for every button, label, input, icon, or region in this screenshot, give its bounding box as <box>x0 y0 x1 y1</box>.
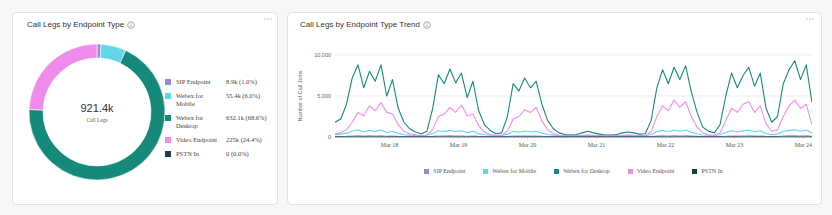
menu-dot <box>267 18 268 19</box>
legend-value: 8.9k (1.0%) <box>226 78 257 86</box>
plot <box>335 61 812 137</box>
legend-value: 632.1k (68.6%) <box>226 114 267 122</box>
legend-item: SIP Endpoint <box>424 168 465 174</box>
legend-item: Webex for Desktop 632.1k (68.6%) <box>165 114 275 130</box>
series-line <box>335 100 812 136</box>
legend: SIP Endpoint Webex for Mobile Webex for De… <box>335 168 812 174</box>
legend-item: Video Endpoint 225k (24.4%) <box>165 136 275 144</box>
menu-dot <box>809 18 810 19</box>
legend-value: 225k (24.4%) <box>226 136 262 144</box>
menu-dot <box>270 18 271 19</box>
y-axis-title: Number of Call Joins <box>297 70 303 121</box>
info-ring <box>128 21 135 28</box>
legend-label: Webex for Desktop <box>563 168 610 174</box>
legend-label: Video Endpoint <box>637 168 675 174</box>
legend-swatch <box>165 115 171 121</box>
grid-line <box>335 137 812 138</box>
slice <box>29 44 97 110</box>
legend-item: Video Endpoint <box>628 168 675 174</box>
legend-item: Webex for Mobile 55.4k (6.0%) <box>165 92 275 108</box>
legend-swatch <box>424 169 429 174</box>
menu-dot <box>806 18 807 19</box>
card <box>288 13 822 205</box>
series-line <box>335 136 812 137</box>
legend-swatch <box>165 137 171 143</box>
legend-item: PSTN In <box>692 168 722 174</box>
dashboard: Call Legs by Endpoint Type 921.4k Call Leg… <box>0 0 832 215</box>
legend-swatch <box>554 169 559 174</box>
legend-value: 55.4k (6.0%) <box>226 92 260 100</box>
menu-dot <box>812 18 813 19</box>
center-caption: Call Legs <box>57 117 137 123</box>
legend: SIP Endpoint 8.9k (1.0%) Webex for Mobile 5… <box>165 70 275 166</box>
legend-swatch <box>483 169 488 174</box>
x-tick-label: Mar 20 <box>508 142 548 148</box>
info-stem <box>131 24 132 27</box>
info-icon <box>423 21 431 29</box>
series-line <box>335 61 812 135</box>
legend-label: Webex for Mobile <box>176 92 222 108</box>
legend-swatch <box>165 79 171 85</box>
legend-label: Webex for Mobile <box>492 168 536 174</box>
info-dot <box>426 22 427 23</box>
info-dot <box>131 22 132 23</box>
grid-line <box>335 96 812 97</box>
y-tick-label: 0 <box>293 133 331 141</box>
legend-value: 0 (0.0%) <box>226 150 249 158</box>
x-tick-label: Mar 21 <box>576 142 616 148</box>
legend-label: PSTN In <box>701 168 722 174</box>
x-tick-label: Mar 23 <box>714 142 754 148</box>
x-axis <box>335 137 812 138</box>
legend-label: SIP Endpoint <box>433 168 465 174</box>
legend-item: Webex for Desktop <box>554 168 610 174</box>
donut <box>29 44 165 180</box>
x-tick-label: Mar 19 <box>439 142 479 148</box>
x-tick-label: Mar 18 <box>370 142 410 148</box>
legend-swatch <box>165 151 171 157</box>
center-value: 921.4k <box>57 102 137 114</box>
legend-item: SIP Endpoint 8.9k (1.0%) <box>165 78 275 86</box>
card <box>13 13 278 205</box>
info-ring <box>424 21 431 28</box>
x-tick-label: Mar 22 <box>645 142 685 148</box>
title: Call Legs by Endpoint Type Trend <box>300 20 420 29</box>
legend-item: PSTN In 0 (0.0%) <box>165 150 275 158</box>
legend-swatch <box>692 169 697 174</box>
title: Call Legs by Endpoint Type <box>27 20 124 29</box>
legend-item: Webex for Mobile <box>483 168 536 174</box>
axes <box>335 55 812 139</box>
x-tick-label: Mar 24 <box>783 142 823 148</box>
info-icon <box>127 21 135 29</box>
legend-label: SIP Endpoint <box>176 78 222 86</box>
legend-label: Webex for Desktop <box>176 114 222 130</box>
menu-dot <box>264 18 265 19</box>
legend-label: Video Endpoint <box>176 136 222 144</box>
canvas <box>0 0 832 215</box>
legend-swatch <box>628 169 633 174</box>
grid-line <box>335 55 812 56</box>
title-row: Call Legs by Endpoint Type Trend <box>300 20 431 29</box>
legend-swatch <box>165 93 171 99</box>
y-tick-label: 10,000 <box>293 51 331 59</box>
info-stem <box>426 24 427 27</box>
title-row: Call Legs by Endpoint Type <box>27 20 135 29</box>
legend-label: PSTN In <box>176 150 222 158</box>
